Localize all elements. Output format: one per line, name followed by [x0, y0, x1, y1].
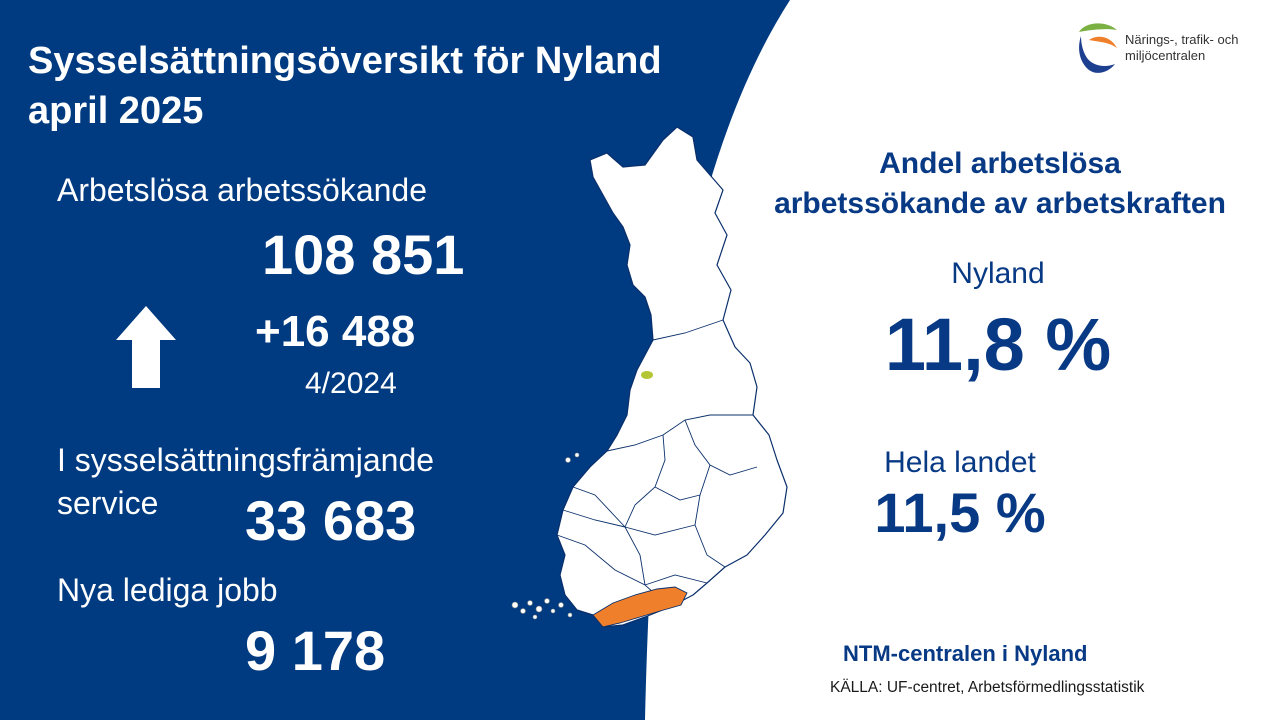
finland-map [511, 126, 788, 628]
island-marker [641, 371, 653, 379]
logo-text-cont: miljöcentralen [1125, 48, 1206, 63]
country-label: Hela landet [884, 446, 1036, 479]
logo-text: Närings-, trafik- och [1125, 32, 1239, 47]
share-heading-line1: Andel arbetslösa [879, 147, 1121, 180]
page-subtitle: april 2025 [28, 90, 204, 132]
page-title: Sysselsättningsöversikt för Nyland [28, 40, 662, 82]
vacancies-label: Nya lediga jobb [57, 572, 278, 608]
arrow-up-icon [116, 306, 176, 388]
unemployed-value: 108 851 [262, 223, 465, 286]
services-label: I sysselsättningsfrämjande [57, 442, 435, 478]
nyland-region [592, 586, 688, 628]
country-value: 11,5 % [874, 481, 1046, 544]
ely-logo-icon [1079, 23, 1117, 73]
region-label: Nyland [951, 257, 1045, 290]
region-value: 11,8 % [884, 303, 1112, 386]
archipelago [511, 452, 580, 620]
organization-name: NTM-centralen i Nyland [843, 641, 1088, 666]
unemployed-change: +16 488 [255, 307, 416, 356]
unemployed-label: Arbetslösa arbetssökande [57, 172, 427, 208]
reference-period: 4/2024 [305, 367, 397, 400]
source-note: KÄLLA: UF-centret, Arbetsförmedlingsstat… [830, 679, 1145, 696]
services-label-cont: service [57, 485, 159, 521]
vacancies-value: 9 178 [245, 619, 386, 682]
services-value: 33 683 [245, 489, 417, 552]
share-heading-line2: arbetssökande av arbetskraften [774, 187, 1226, 220]
share-heading: Andel arbetslösa arbetssökande av arbets… [700, 144, 1280, 224]
